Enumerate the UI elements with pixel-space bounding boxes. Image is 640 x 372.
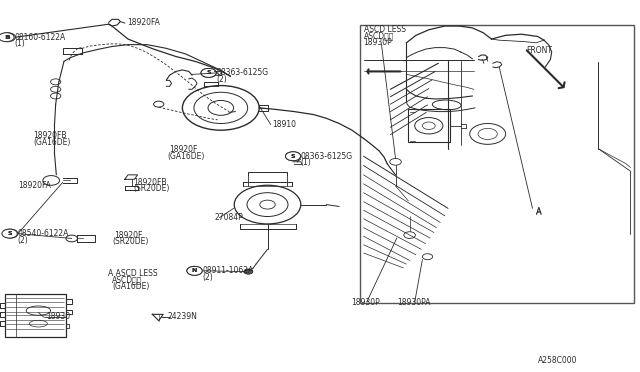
Text: 18910: 18910 (272, 120, 296, 129)
Text: 08363-6125G: 08363-6125G (301, 152, 353, 161)
Text: 08911-1062A: 08911-1062A (202, 266, 253, 275)
Text: A ASCD LESS: A ASCD LESS (108, 269, 157, 278)
Text: 08160-6122A: 08160-6122A (14, 33, 65, 42)
Text: (GA16DE): (GA16DE) (168, 152, 205, 161)
Circle shape (285, 152, 301, 161)
Text: A: A (536, 208, 542, 217)
Text: A258C000: A258C000 (538, 356, 577, 365)
Bar (408, 109, 450, 142)
Circle shape (285, 152, 301, 161)
Text: (SR20DE): (SR20DE) (133, 185, 170, 193)
Text: (1): (1) (14, 39, 25, 48)
Text: 18930P: 18930P (351, 298, 380, 307)
Circle shape (2, 229, 17, 238)
Text: 18920FB: 18920FB (33, 131, 67, 140)
Text: ASCD LESS: ASCD LESS (364, 25, 406, 33)
Circle shape (3, 229, 18, 238)
Text: B: B (5, 35, 10, 40)
Text: S: S (291, 154, 296, 159)
Bar (5, 294, 66, 337)
Circle shape (201, 68, 216, 77)
Circle shape (187, 266, 202, 275)
Text: (GA16DE): (GA16DE) (112, 282, 149, 291)
Circle shape (0, 33, 15, 42)
Text: (2): (2) (17, 236, 28, 245)
Text: 24239N: 24239N (168, 312, 198, 321)
Text: 08540-6122A: 08540-6122A (17, 229, 68, 238)
Text: 18920F: 18920F (170, 145, 198, 154)
Text: ASCD重車: ASCD重車 (112, 276, 142, 285)
Text: 18920FA: 18920FA (127, 18, 159, 27)
Text: 18930: 18930 (46, 312, 70, 321)
Circle shape (0, 33, 14, 42)
Circle shape (187, 266, 202, 275)
Text: N: N (192, 268, 197, 273)
Text: S: S (8, 231, 13, 236)
Text: 18920F: 18920F (114, 231, 142, 240)
Bar (360, 25, 634, 303)
Text: 18920FA: 18920FA (18, 181, 51, 190)
Text: (GA16DE): (GA16DE) (33, 138, 70, 147)
Text: A: A (536, 207, 542, 216)
Text: S: S (7, 231, 12, 236)
Text: ASCD重車: ASCD重車 (364, 31, 394, 40)
Text: S: S (291, 154, 296, 159)
Text: S: S (206, 70, 211, 76)
Text: 18930PA: 18930PA (397, 298, 430, 307)
Text: FRONT: FRONT (526, 46, 552, 55)
Text: (1): (1) (301, 158, 312, 167)
Text: B: B (4, 35, 9, 40)
Circle shape (244, 269, 253, 274)
Circle shape (201, 68, 216, 77)
Text: 08363-6125G: 08363-6125G (216, 68, 268, 77)
Text: N: N (192, 268, 197, 273)
Text: (2): (2) (216, 75, 227, 84)
Text: 18930P: 18930P (364, 38, 392, 47)
Text: 27084P: 27084P (214, 214, 243, 222)
Text: (2): (2) (202, 273, 213, 282)
Text: (SR20DE): (SR20DE) (112, 237, 148, 246)
Text: 18920FB: 18920FB (133, 178, 166, 187)
Text: S: S (206, 70, 211, 76)
